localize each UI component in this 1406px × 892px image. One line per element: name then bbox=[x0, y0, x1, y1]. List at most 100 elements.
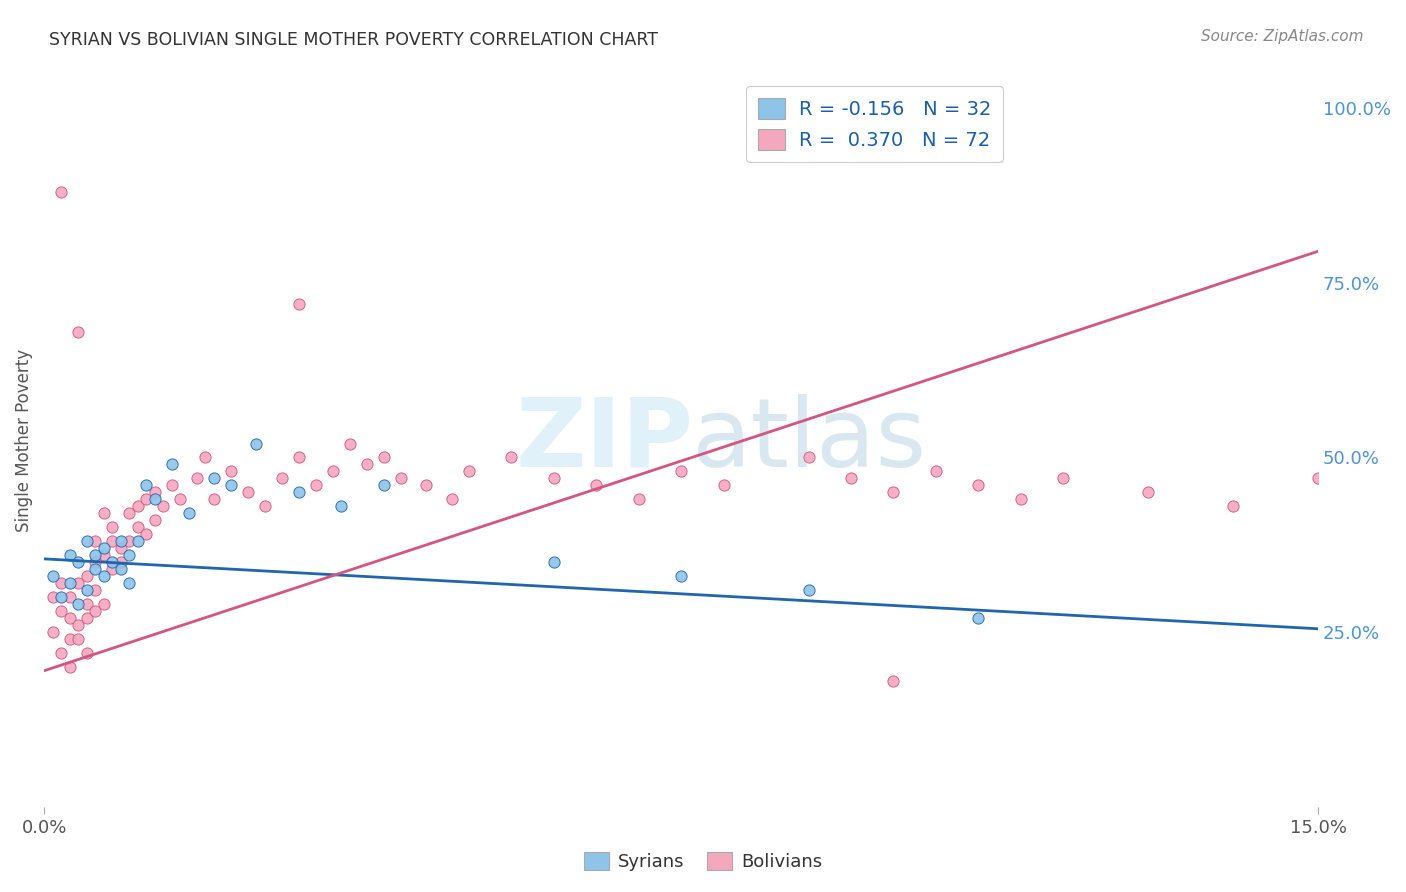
Point bbox=[194, 450, 217, 465]
Point bbox=[135, 478, 157, 492]
Point bbox=[101, 534, 124, 549]
Point bbox=[84, 555, 107, 569]
Point bbox=[58, 591, 80, 605]
Point bbox=[41, 591, 63, 605]
Point bbox=[160, 478, 183, 492]
Point bbox=[93, 597, 115, 611]
Point bbox=[118, 576, 141, 591]
Point bbox=[143, 513, 166, 527]
Point bbox=[127, 534, 149, 549]
Point bbox=[93, 541, 115, 556]
Point bbox=[58, 632, 80, 647]
Legend: R = -0.156   N = 32, R =  0.370   N = 72: R = -0.156 N = 32, R = 0.370 N = 72 bbox=[747, 87, 1002, 161]
Point bbox=[967, 611, 990, 625]
Point bbox=[41, 625, 63, 640]
Point bbox=[271, 471, 294, 485]
Point bbox=[415, 478, 437, 492]
Point bbox=[49, 591, 72, 605]
Point bbox=[58, 660, 80, 674]
Point bbox=[84, 604, 107, 618]
Point bbox=[322, 465, 344, 479]
Point bbox=[305, 478, 328, 492]
Point bbox=[84, 534, 107, 549]
Point bbox=[882, 485, 904, 500]
Point bbox=[127, 500, 149, 514]
Point bbox=[1010, 492, 1032, 507]
Point bbox=[288, 296, 311, 310]
Text: SYRIAN VS BOLIVIAN SINGLE MOTHER POVERTY CORRELATION CHART: SYRIAN VS BOLIVIAN SINGLE MOTHER POVERTY… bbox=[49, 31, 658, 49]
Point bbox=[288, 485, 311, 500]
Point bbox=[202, 471, 225, 485]
Text: Source: ZipAtlas.com: Source: ZipAtlas.com bbox=[1201, 29, 1364, 44]
Point bbox=[101, 562, 124, 576]
Point bbox=[118, 549, 141, 563]
Point bbox=[713, 478, 735, 492]
Point bbox=[76, 611, 98, 625]
Point bbox=[839, 471, 862, 485]
Point bbox=[127, 520, 149, 534]
Point bbox=[67, 618, 90, 632]
Point bbox=[356, 458, 378, 472]
Point bbox=[110, 562, 132, 576]
Text: ZIP: ZIP bbox=[516, 393, 693, 486]
Point bbox=[389, 471, 412, 485]
Point bbox=[177, 507, 200, 521]
Point bbox=[49, 604, 72, 618]
Point bbox=[245, 436, 267, 450]
Point bbox=[1052, 471, 1074, 485]
Point bbox=[84, 583, 107, 598]
Point bbox=[925, 465, 948, 479]
Point bbox=[1308, 471, 1330, 485]
Point bbox=[93, 569, 115, 583]
Point bbox=[93, 507, 115, 521]
Point bbox=[967, 478, 990, 492]
Point bbox=[135, 527, 157, 541]
Point bbox=[101, 520, 124, 534]
Point bbox=[67, 597, 90, 611]
Point bbox=[101, 555, 124, 569]
Point bbox=[41, 569, 63, 583]
Point bbox=[543, 555, 565, 569]
Point bbox=[58, 576, 80, 591]
Point bbox=[627, 492, 650, 507]
Point bbox=[501, 450, 523, 465]
Point bbox=[236, 485, 259, 500]
Point bbox=[67, 555, 90, 569]
Point bbox=[76, 534, 98, 549]
Point bbox=[186, 471, 208, 485]
Point bbox=[76, 597, 98, 611]
Point bbox=[339, 436, 361, 450]
Point bbox=[84, 562, 107, 576]
Point bbox=[882, 674, 904, 689]
Point bbox=[118, 534, 141, 549]
Y-axis label: Single Mother Poverty: Single Mother Poverty bbox=[15, 349, 32, 532]
Point bbox=[288, 450, 311, 465]
Point bbox=[49, 576, 72, 591]
Point bbox=[1137, 485, 1160, 500]
Point bbox=[543, 471, 565, 485]
Point bbox=[797, 583, 820, 598]
Point bbox=[253, 500, 276, 514]
Text: atlas: atlas bbox=[690, 393, 927, 486]
Point bbox=[135, 492, 157, 507]
Point bbox=[457, 465, 479, 479]
Point bbox=[49, 646, 72, 660]
Point bbox=[58, 549, 80, 563]
Point bbox=[330, 500, 353, 514]
Point bbox=[110, 555, 132, 569]
Point bbox=[219, 478, 242, 492]
Legend: Syrians, Bolivians: Syrians, Bolivians bbox=[576, 845, 830, 879]
Point bbox=[76, 646, 98, 660]
Point bbox=[797, 450, 820, 465]
Point bbox=[118, 507, 141, 521]
Point bbox=[67, 325, 90, 339]
Point bbox=[373, 450, 395, 465]
Point bbox=[669, 569, 692, 583]
Point bbox=[219, 465, 242, 479]
Point bbox=[84, 549, 107, 563]
Point bbox=[143, 492, 166, 507]
Point bbox=[169, 492, 191, 507]
Point bbox=[202, 492, 225, 507]
Point bbox=[1222, 500, 1244, 514]
Point bbox=[160, 458, 183, 472]
